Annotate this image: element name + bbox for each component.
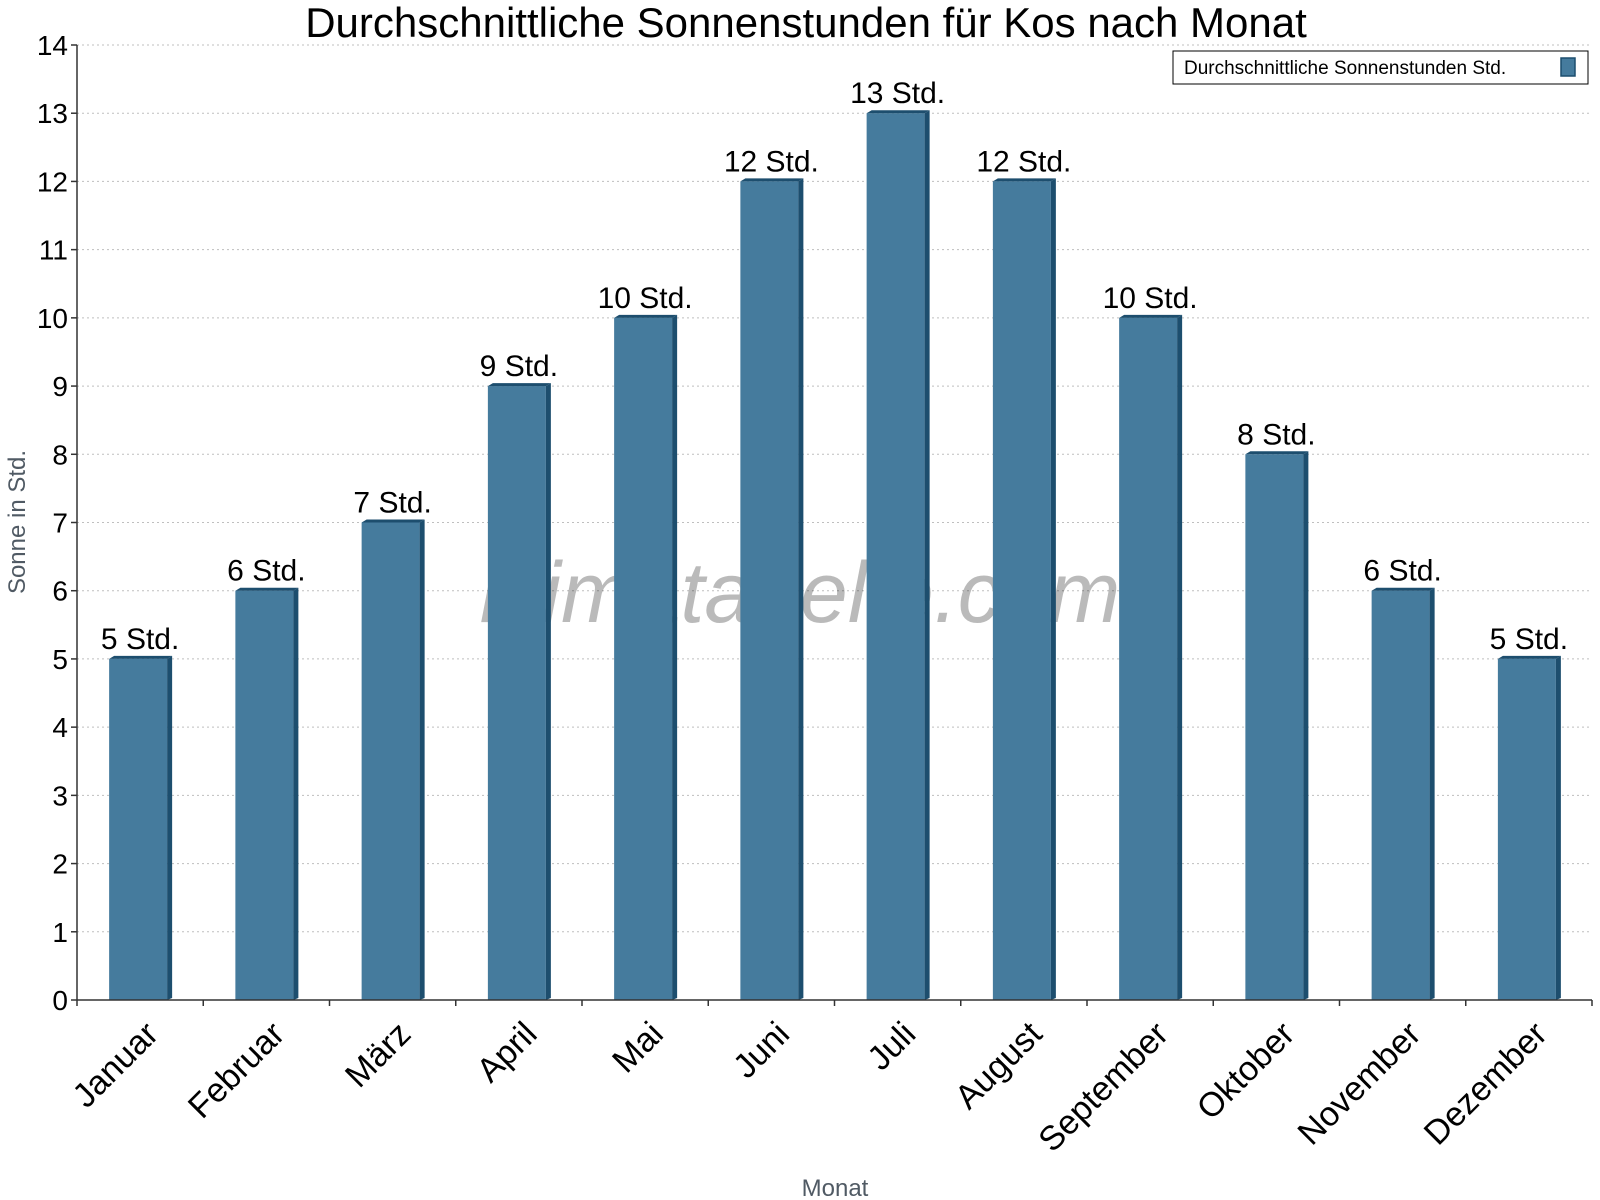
y-tick-label: 2 [52,849,68,880]
bar-side [293,587,299,1000]
bar-side [1303,451,1309,1000]
y-tick-label: 8 [52,439,68,470]
y-tick-label: 0 [52,985,68,1016]
gridlines [77,44,1592,933]
x-tick-label: August [948,1014,1050,1116]
bar-side [798,178,804,1000]
bar-top [614,314,678,318]
x-tick-label: Mai [605,1015,671,1081]
x-axis-title: Monat [802,1175,869,1200]
y-tick-label: 7 [52,508,68,539]
bar-side [1429,587,1435,1000]
bar [1497,658,1556,1000]
legend-box [1172,50,1589,85]
y-tick-label: 10 [37,303,68,334]
bar [1371,590,1430,1000]
axes [76,45,1592,1001]
bar-top [235,587,299,591]
x-tick-label: Dezember [1417,1015,1555,1153]
bar-top [740,178,804,182]
bar-side [545,383,551,1001]
bar-top [866,110,930,114]
bar-side [1050,178,1056,1000]
x-tick-label: März [338,1015,418,1095]
data-label: 12 Std. [976,145,1071,178]
y-tick-label: 4 [52,712,68,743]
x-tick-label: April [470,1015,545,1090]
x-tick-label: Oktober [1190,1015,1302,1127]
bar-top [109,655,173,659]
y-tick-label: 13 [37,98,68,129]
x-tick-label: Juni [726,1015,797,1086]
bar [1119,317,1178,1000]
data-labels: 5 Std. 6 Std. 7 Std. 9 Std. 10 Std. 12 Std. 13… [101,77,1568,656]
y-tick-label: 11 [39,235,68,266]
y-tick-label: 6 [52,576,68,607]
y-tick-label: 12 [37,166,68,197]
bar-top [1245,451,1309,455]
data-label: 7 Std. [353,487,431,520]
y-tick-label: 1 [52,917,68,948]
bar-top [1497,655,1561,659]
x-axis-ticks: Januar Februar März April Mai Juni Juli AugustS… [65,1000,1593,1159]
bar [487,386,546,1001]
legend-label: Durchschnittliche Sonnenstunden Std. [1184,58,1506,79]
bar [109,658,168,1000]
bar [1245,454,1304,1000]
bar-top [487,383,551,387]
x-tick-label: Juli [860,1015,923,1078]
data-label: 12 Std. [724,145,819,178]
bar [235,590,294,1000]
bar-side [419,519,425,1000]
bar [740,181,799,1000]
y-tick-label: 9 [52,371,68,402]
x-tick-label: Februar [181,1015,292,1126]
data-label: 5 Std. [1490,623,1568,656]
bar [866,113,925,1000]
chart-title: Durchschnittliche Sonnenstunden für Kos … [305,0,1307,46]
data-label: 10 Std. [1103,282,1198,315]
data-label: 6 Std. [1363,555,1441,588]
bar-side [1177,314,1183,1000]
bar-side [1555,655,1561,1000]
x-tick-label: November [1291,1015,1429,1153]
bar-side [924,110,930,1000]
y-tick-label: 14 [37,30,68,61]
bar-top [1371,587,1435,591]
y-tick-label: 5 [52,644,68,675]
x-tick-label: September [1031,1015,1175,1159]
data-label: 9 Std. [480,350,558,383]
data-label: 8 Std. [1237,418,1315,451]
data-label: 10 Std. [598,282,693,315]
bar [992,181,1051,1000]
legend: Durchschnittliche Sonnenstunden Std. [1172,50,1589,85]
legend-swatch [1560,57,1576,77]
bar-top [992,178,1056,182]
y-tick-label: 3 [52,780,68,811]
data-label: 6 Std. [227,555,305,588]
y-axis-title: Sonne in Std. [4,450,31,594]
bar-top [1119,314,1183,318]
x-tick-label: Januar [65,1015,165,1115]
bars [109,110,1561,1001]
bar [614,317,673,1000]
bar-side [167,655,173,1000]
data-label: 13 Std. [850,77,945,110]
bar-top [361,519,425,523]
bar [361,522,420,1000]
data-label: 5 Std. [101,623,179,656]
bar-side [672,314,678,1000]
